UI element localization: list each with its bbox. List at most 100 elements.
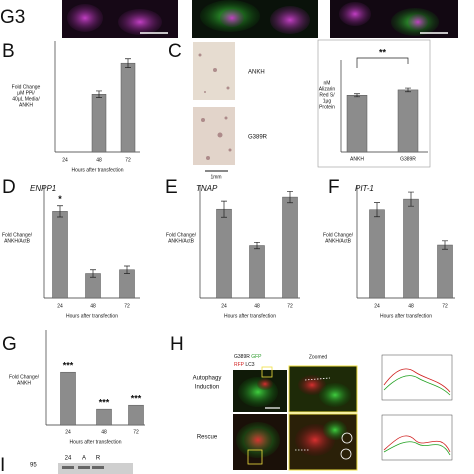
gel-band [78,466,90,469]
y-axis-label: ANKH/ActB [325,238,352,244]
error-bar [96,90,102,98]
x-tick-label: 24 [65,429,71,435]
row-label: Induction [195,385,219,391]
bar [96,408,112,426]
significance-bracket [356,57,409,68]
x-tick-label: 72 [442,303,448,309]
bar [282,196,298,299]
y-axis-label: Fold Change/ [9,374,40,380]
x-tick-label: 24 [374,303,380,309]
panel-label: C [168,41,182,62]
marker-label: 95 [30,463,37,469]
header-part: GFP [251,354,262,360]
bar [403,198,419,299]
header-part: RFP [234,362,245,368]
x-tick-label: 24 [62,157,68,163]
y-axis-label: Fold Change [12,84,41,90]
x-tick-label: 24 [57,303,63,309]
significance: * [58,194,62,204]
error-bar [221,200,227,218]
bar [249,245,265,299]
gel-band [62,466,74,469]
bar [346,95,368,153]
panel-label: H [170,334,184,355]
gel-band [92,466,104,469]
panel-label: D [2,177,16,198]
image-label: ANKH [248,70,265,76]
x-axis-label: Hours after transfection [224,313,276,319]
row-label: Rescue [197,435,218,441]
bar [369,209,385,299]
image-label: G389R [248,135,268,141]
error-bar [125,58,131,68]
y-axis-label: nM [324,80,331,86]
error-bar [408,191,414,207]
chart-title: TNAP [196,184,218,193]
x-tick-label: 72 [287,303,293,309]
error-bar [374,202,380,218]
y-axis-label: ANKH/ActB [4,238,31,244]
error-bar [287,191,293,204]
bar [128,404,144,426]
error-bar [354,93,360,98]
header-part: LC3 [245,362,254,368]
stain-images [193,42,235,172]
error-bar [90,269,96,278]
x-tick-label: 48 [254,303,260,309]
x-axis-label: Hours after transfection [72,167,124,173]
x-tick-label: 48 [408,303,414,309]
y-axis-label: Fold Change/ [166,232,197,238]
y-axis-label: ANKH/ActB [168,238,195,244]
error-bar [124,265,130,274]
panel-label: G3 [0,7,25,28]
y-axis-label: Fold Change/ [323,232,354,238]
error-bar [254,241,260,250]
x-tick-label: 48 [101,429,107,435]
y-axis-label: ANKH [19,102,33,108]
x-tick-label: 72 [124,303,130,309]
error-bar [442,240,448,250]
x-axis-label: Hours after transfection [70,439,122,445]
lane-label: A [82,456,86,462]
x-axis-label: Hours after transfection [380,313,432,319]
micrographs [233,365,358,471]
y-axis-label: 40μL Media/ [12,96,40,102]
significance: ** [379,47,387,57]
error-bar [57,205,63,218]
bar [120,62,136,153]
header: RFP LC3 [234,362,255,368]
y-axis-label: 1μg [323,98,332,104]
bar [437,244,453,299]
panel-label: E [165,177,178,198]
panel-label: B [2,41,15,62]
bar [216,208,232,299]
x-tick-label: 24 [221,303,227,309]
lane-label: R [96,456,101,462]
header-part: G389R [234,354,250,360]
y-axis-label: Fold Change/ [2,232,33,238]
y-axis-label: Red S/ [319,92,335,98]
chart-frame [317,39,431,168]
x-tick-label: 72 [125,157,131,163]
micrograph-strip [62,0,458,38]
y-axis-label: Alizarin [319,86,336,92]
bar [52,211,68,299]
scale-label: 1mm [210,174,221,180]
chart-title: ENPP1 [30,184,56,193]
panel-label: G [2,334,17,355]
bar [397,89,419,153]
bar [60,371,76,426]
x-axis-label: Hours after transfection [66,313,118,319]
error-bar [405,87,411,93]
y-axis-label: Protein [319,104,335,110]
significance: *** [63,361,74,371]
bar [91,94,107,153]
row-label: Autophagy [193,376,222,382]
panel-label: I [0,455,5,474]
x-tick-label: 48 [90,303,96,309]
significance: *** [131,394,142,404]
x-tick-label: 48 [96,157,102,163]
bar [119,269,135,299]
header: Zoomed [309,354,328,360]
